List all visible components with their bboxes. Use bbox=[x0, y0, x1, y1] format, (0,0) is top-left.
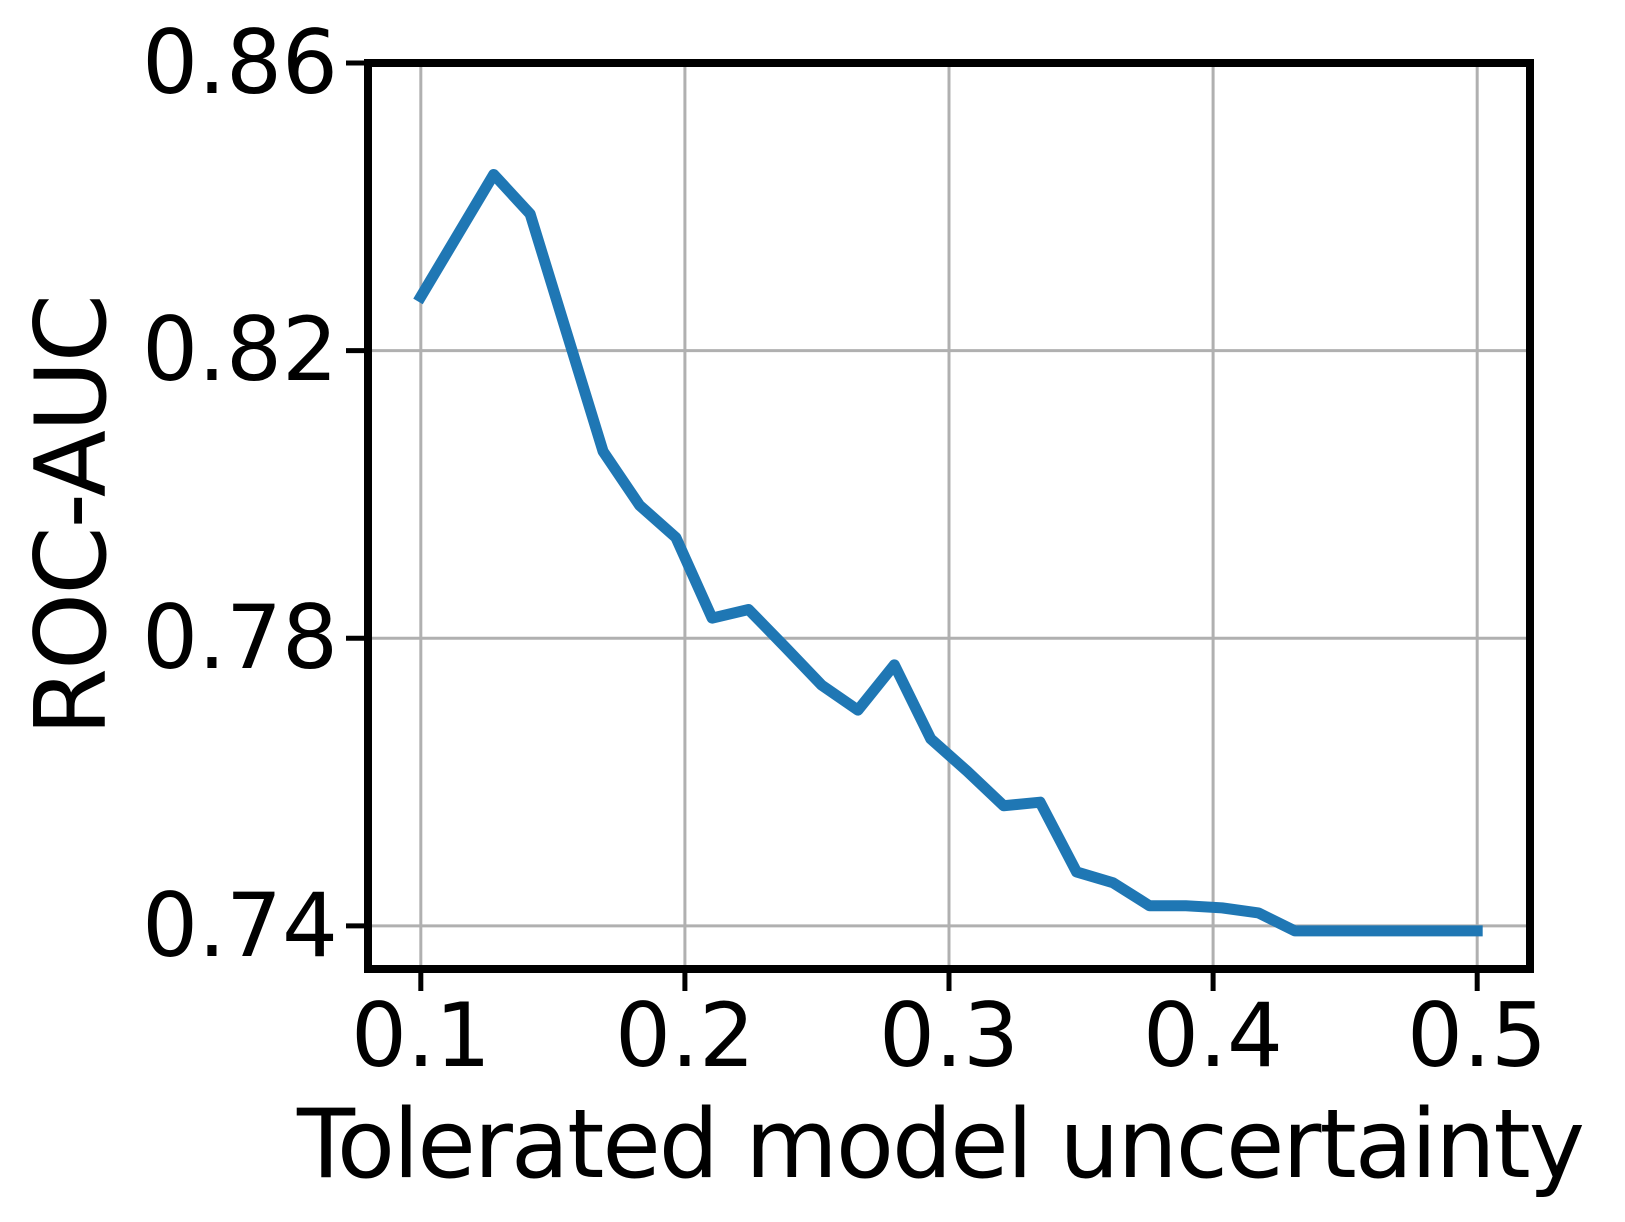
roc-auc-line bbox=[413, 168, 1483, 937]
y-tick-label: 0.82 bbox=[142, 298, 338, 401]
y-axis-label: ROC-AUC bbox=[15, 295, 129, 737]
x-tick-label: 0.3 bbox=[879, 984, 1019, 1087]
x-tick-label: 0.5 bbox=[1407, 984, 1547, 1087]
x-tick-label: 0.2 bbox=[615, 984, 755, 1087]
plot-frame bbox=[364, 59, 1534, 973]
x-tick-label: 0.1 bbox=[351, 984, 491, 1087]
x-axis-label: Tolerated model uncertainty bbox=[296, 1090, 1585, 1200]
y-tick-label: 0.78 bbox=[142, 586, 338, 689]
y-tick-label: 0.74 bbox=[142, 874, 338, 977]
x-tick-label: 0.4 bbox=[1143, 984, 1283, 1087]
y-tick-label: 0.86 bbox=[142, 11, 338, 114]
